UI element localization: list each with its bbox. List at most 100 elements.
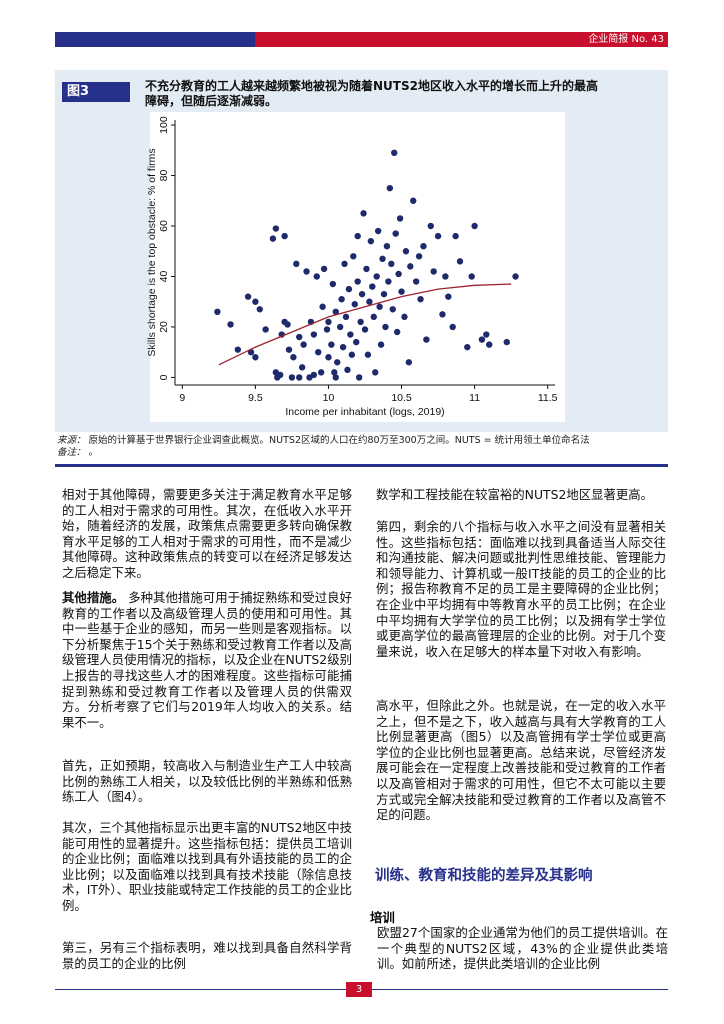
scatter-point bbox=[417, 295, 424, 303]
section-subheading: 培训 bbox=[370, 910, 395, 925]
scatter-point bbox=[339, 343, 347, 351]
scatter-point bbox=[478, 336, 486, 343]
scatter-point bbox=[452, 232, 459, 240]
paragraph: 数学和工程技能在较富裕的NUTS2地区显著更高。 bbox=[376, 487, 666, 503]
scatter-point bbox=[288, 374, 296, 381]
x-tick-label: 11 bbox=[469, 392, 480, 404]
scatter-point bbox=[370, 313, 377, 321]
x-tick-label: 10 bbox=[323, 392, 335, 404]
scatter-point bbox=[391, 149, 398, 157]
scatter-point bbox=[256, 306, 263, 313]
scatter-point bbox=[386, 184, 394, 192]
scatter-point bbox=[328, 341, 335, 348]
scatter-point bbox=[262, 326, 269, 333]
y-tick-label: 80 bbox=[158, 170, 170, 182]
section-text: 欧盟27个国家的企业通常为他们的员工提供培训。在一个典型的NUTS2区域，43%… bbox=[377, 925, 668, 972]
scatter-point bbox=[374, 227, 382, 235]
scatter-point bbox=[227, 321, 234, 328]
x-axis-label: Income per inhabitant (logs, 2019) bbox=[285, 406, 444, 418]
scatter-point bbox=[373, 273, 380, 280]
y-tick-label: 0 bbox=[158, 374, 170, 380]
scatter-point bbox=[377, 341, 385, 348]
scatter-point bbox=[325, 318, 332, 326]
scatter-point bbox=[407, 263, 414, 270]
scatter-point bbox=[363, 265, 370, 273]
x-tick-label: 9.5 bbox=[248, 392, 263, 404]
y-axis-label: Skills shortage is the top obstacle: % o… bbox=[146, 148, 158, 356]
scatter-point bbox=[310, 371, 318, 379]
paragraph-text: 多种其他措施可用于捕捉熟练和受过良好教育的工作者以及高级管理人员的使用和可用性。… bbox=[62, 590, 353, 730]
scatter-point bbox=[420, 242, 427, 250]
scatter-point bbox=[329, 280, 337, 288]
scatter-point bbox=[319, 303, 326, 310]
y-tick-label: 100 bbox=[158, 116, 170, 134]
scatter-point bbox=[300, 341, 307, 348]
scatter-point bbox=[350, 253, 357, 260]
scatter-point bbox=[354, 278, 361, 285]
scatter-point bbox=[402, 248, 410, 255]
scatter-point bbox=[298, 364, 306, 371]
x-tick-label: 9 bbox=[179, 392, 185, 404]
scatter-point bbox=[284, 321, 291, 328]
scatter-point bbox=[366, 298, 373, 305]
scatter-point bbox=[358, 290, 366, 298]
scatter-point bbox=[320, 265, 328, 273]
scatter-point bbox=[449, 323, 456, 331]
scatter-point bbox=[290, 354, 297, 361]
scatter-point bbox=[379, 255, 386, 263]
scatter-point bbox=[293, 260, 300, 268]
scatter-point bbox=[353, 338, 360, 346]
divider bbox=[55, 464, 668, 467]
scatter-point bbox=[396, 215, 404, 222]
header-text: 企业简报 No. 43 bbox=[588, 34, 664, 45]
figure-label: 图3 bbox=[62, 82, 130, 102]
scatter-point bbox=[214, 308, 221, 316]
paragraph-text: 高水平，但除此之外。也就是说，在一定的收入水平之上，但不是之下，收入越高与具有大… bbox=[376, 698, 666, 823]
scatter-point bbox=[439, 311, 446, 318]
scatter-point bbox=[323, 326, 331, 333]
note-line: 备注： 。 bbox=[57, 447, 98, 459]
scatter-point bbox=[310, 331, 318, 338]
paragraph: 首先，正如预期，较高收入与制造业生产工人中较高比例的熟练工人相关，以及较低比例的… bbox=[62, 758, 352, 805]
scatter-point bbox=[325, 354, 332, 361]
scatter-point bbox=[468, 273, 475, 280]
paragraph: 其他措施。 多种其他措施可用于捕捉熟练和受过良好教育的工作者以及高级管理人员的使… bbox=[62, 590, 352, 730]
scatter-point bbox=[415, 253, 423, 260]
scatter-point bbox=[277, 371, 284, 379]
figure-title: 不充分教育的工人越来越频繁地被视为随着NUTS2地区收入水平的增长而上升的最高障… bbox=[145, 79, 598, 108]
scatter-point bbox=[405, 359, 413, 366]
source-label: 来源： bbox=[57, 435, 86, 446]
scatter-point bbox=[344, 366, 351, 374]
scatter-point bbox=[360, 210, 367, 217]
y-tick-label: 40 bbox=[158, 270, 170, 282]
scatter-point bbox=[430, 268, 437, 275]
scatter-point bbox=[361, 326, 369, 333]
scatter-point bbox=[389, 306, 396, 313]
scatter-point bbox=[315, 348, 322, 356]
paragraph-text: 第四，剩余的八个指标与收入水平之间没有显著相关性。这些指标包括：面临难以找到具备… bbox=[376, 519, 666, 659]
scatter-point bbox=[272, 225, 280, 232]
scatter-point bbox=[332, 374, 339, 381]
header-bar-red bbox=[255, 32, 668, 47]
source-line: 来源： 原始的计算基于世界银行企业调查此概览。NUTS2区域的人口在约80万至3… bbox=[57, 435, 590, 447]
scatter-point bbox=[345, 285, 353, 293]
scatter-point bbox=[412, 278, 420, 285]
paragraph-text: 数学和工程技能在较富裕的NUTS2地区显著更高。 bbox=[376, 487, 654, 502]
scatter-point bbox=[401, 313, 408, 321]
paragraph: 高水平，但除此之外。也就是说，在一定的收入水平之上，但不是之下，收入越高与具有大… bbox=[376, 698, 666, 823]
scatter-point bbox=[395, 270, 402, 278]
y-tick-label: 60 bbox=[158, 220, 170, 232]
scatter-point bbox=[398, 288, 405, 295]
scatter-point bbox=[269, 235, 277, 242]
scatter-point bbox=[342, 313, 350, 321]
scatter-point bbox=[332, 308, 339, 316]
scatter-point bbox=[486, 341, 493, 348]
paragraph: 相对于其他障碍，需要更多关注于满足教育水平足够的工人相对于需求的可用性。其次，在… bbox=[62, 487, 352, 581]
scatter-point bbox=[244, 293, 252, 300]
scatter-point bbox=[317, 369, 325, 376]
paragraph-text: 首先，正如预期，较高收入与制造业生产工人中较高比例的熟练工人相关，以及较低比例的… bbox=[62, 758, 352, 805]
scatter-point bbox=[354, 232, 361, 240]
scatter-point bbox=[456, 258, 464, 265]
